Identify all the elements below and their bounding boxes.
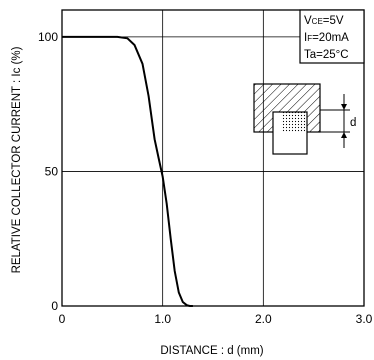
condition-ta: Ta=25°C — [304, 49, 349, 61]
x-tick-label-3: 3.0 — [356, 312, 373, 326]
x-tick-label-0: 0 — [59, 312, 66, 326]
condition-vce-main: V — [304, 15, 312, 27]
condition-vce: VCE=5V — [304, 15, 344, 27]
condition-if-main: I — [304, 32, 307, 44]
condition-if-sub: F — [307, 34, 312, 43]
y-tick-label-50: 50 — [45, 164, 59, 178]
inset-arrow-bottom — [341, 132, 347, 138]
inset-dotted-region — [281, 112, 307, 132]
y-tick-label-0: 0 — [51, 299, 58, 313]
x-tick-label-2: 2.0 — [255, 312, 272, 326]
inset-diagram: d — [253, 83, 356, 155]
conditions-box-frame — [299, 9, 365, 64]
inset-d-label: d — [350, 117, 356, 129]
condition-if-rest: =20mA — [312, 32, 349, 44]
x-axis-title: DISTANCE : d (mm) — [160, 345, 263, 357]
x-tick-label-1: 1.0 — [154, 312, 171, 326]
plot-area-frame — [61, 9, 365, 307]
inset-arrow-top — [341, 104, 347, 110]
condition-if: IF=20mA — [304, 32, 349, 44]
series-line — [62, 35, 193, 307]
condition-vce-sub: CE — [312, 17, 323, 26]
conditions-box: VCE=5V IF=20mA Ta=25°C — [299, 9, 365, 64]
condition-vce-rest: =5V — [323, 15, 344, 27]
y-axis-title: RELATIVE COLLECTOR CURRENT : Ic (%) — [11, 46, 23, 273]
y-tick-label-100: 100 — [38, 30, 58, 44]
